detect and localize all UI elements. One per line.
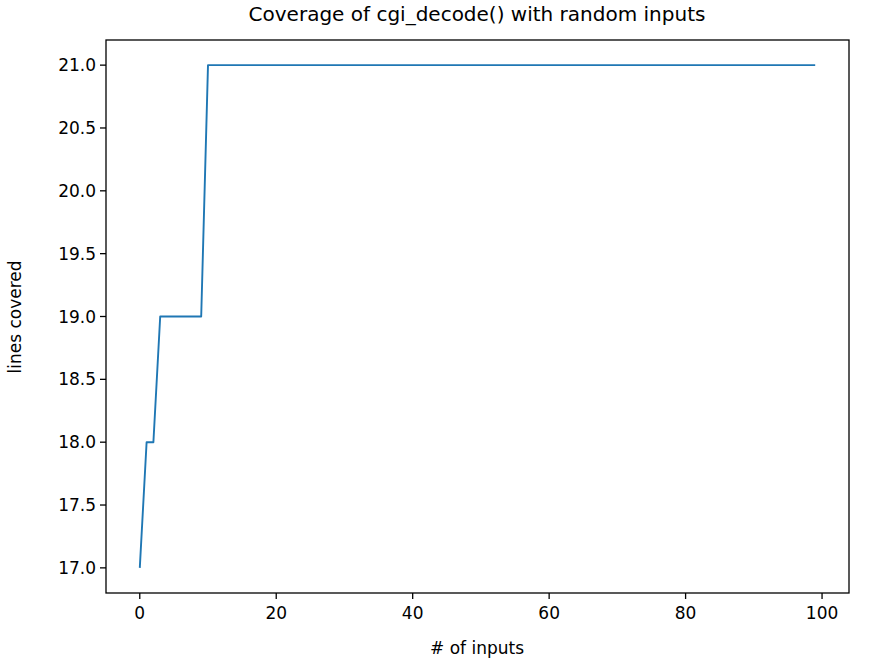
y-tick-label: 19.5 [58, 244, 96, 264]
x-tick-label: 60 [538, 603, 560, 623]
y-tick-label: 21.0 [58, 55, 96, 75]
y-tick-label: 18.0 [58, 432, 96, 452]
figure: Coverage of cgi_decode() with random inp… [0, 0, 875, 664]
x-axis-label: # of inputs [430, 638, 524, 658]
y-axis-label: lines covered [5, 260, 25, 373]
x-tick-label: 0 [134, 603, 145, 623]
y-tick-label: 17.5 [58, 495, 96, 515]
chart-title: Coverage of cgi_decode() with random inp… [249, 2, 706, 26]
x-axis-ticks: 0 20 40 60 80 100 [134, 593, 838, 623]
coverage-line [140, 65, 815, 568]
y-axis-ticks: 17.0 17.5 18.0 18.5 19.0 19.5 20.0 20.5 21.0 [58, 55, 106, 578]
x-tick-label: 100 [806, 603, 838, 623]
y-tick-label: 18.5 [58, 369, 96, 389]
y-tick-label: 20.0 [58, 181, 96, 201]
x-tick-label: 40 [402, 603, 424, 623]
y-tick-label: 17.0 [58, 558, 96, 578]
plot-area [106, 40, 849, 593]
x-tick-label: 20 [265, 603, 287, 623]
y-tick-label: 20.5 [58, 118, 96, 138]
x-tick-label: 80 [675, 603, 697, 623]
coverage-chart: Coverage of cgi_decode() with random inp… [0, 0, 875, 664]
y-tick-label: 19.0 [58, 307, 96, 327]
